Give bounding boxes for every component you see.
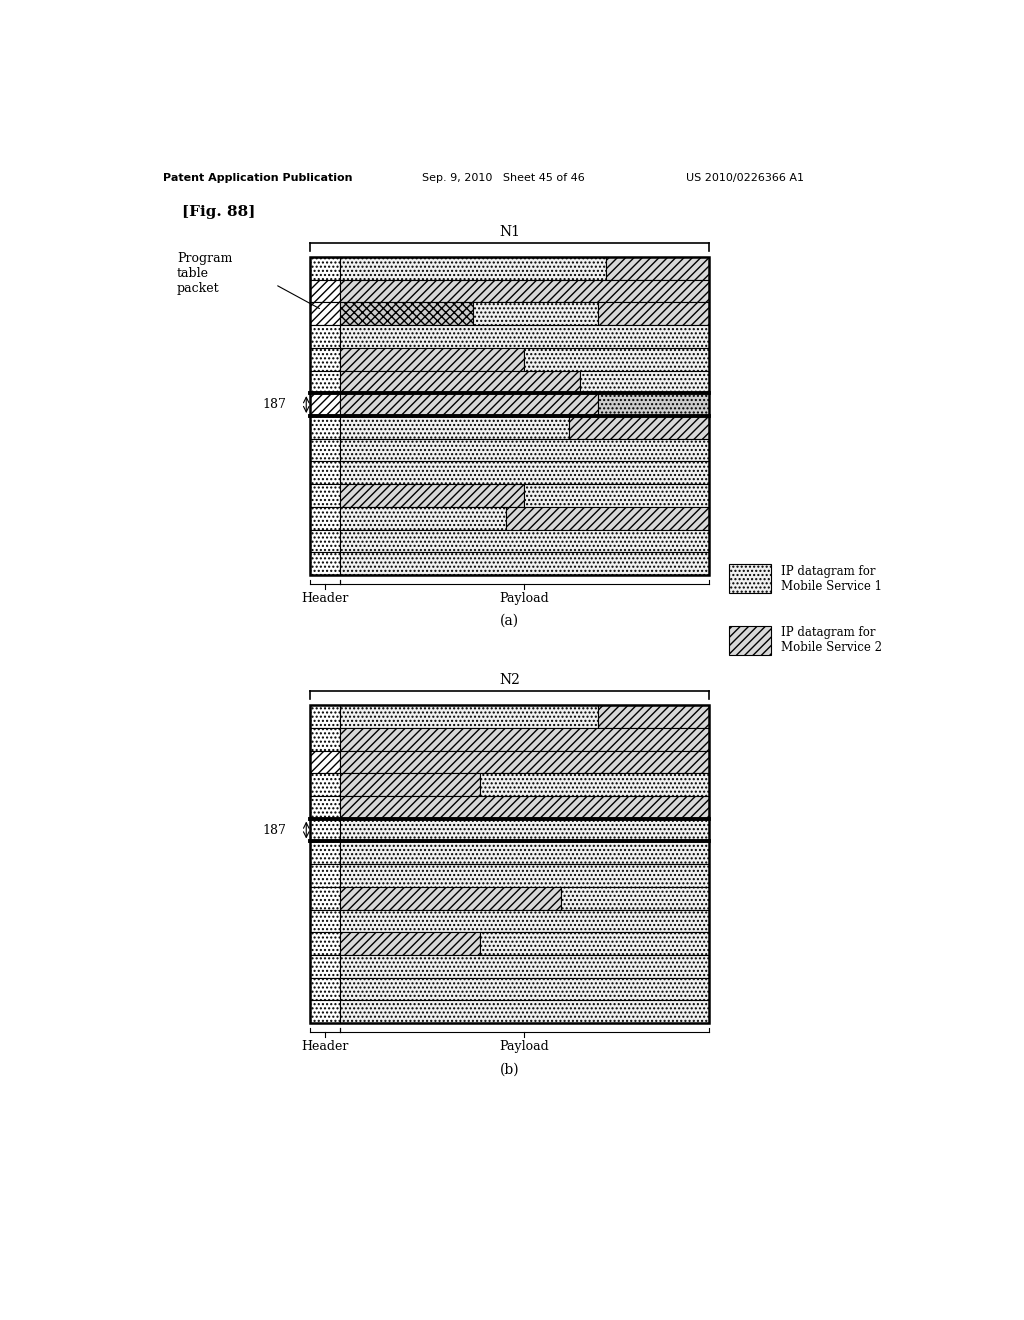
Bar (598, 705, 710, 727)
Bar (729, 564, 771, 594)
Bar (310, 774, 340, 796)
Bar (340, 552, 710, 576)
Bar (310, 796, 340, 818)
Bar (340, 371, 580, 393)
Bar (310, 371, 340, 393)
Bar (340, 507, 506, 529)
Text: Header: Header (301, 591, 348, 605)
Bar (310, 705, 710, 1023)
Text: Payload: Payload (500, 591, 549, 605)
Bar (340, 257, 606, 280)
Bar (598, 302, 710, 325)
Text: IP datagram for
Mobile Service 1: IP datagram for Mobile Service 1 (780, 565, 882, 593)
Bar (606, 257, 710, 280)
Bar (340, 841, 710, 865)
Bar (340, 529, 710, 552)
Bar (310, 462, 340, 484)
Bar (310, 552, 340, 576)
Bar (310, 325, 340, 348)
Bar (340, 909, 710, 932)
Bar (340, 280, 710, 302)
Bar (310, 348, 340, 371)
Bar (340, 302, 473, 325)
Bar (729, 626, 771, 655)
Bar (340, 348, 524, 371)
Bar (340, 705, 598, 727)
Bar (310, 954, 340, 978)
Text: (b): (b) (500, 1063, 519, 1076)
Bar (310, 484, 340, 507)
Text: Sep. 9, 2010   Sheet 45 of 46: Sep. 9, 2010 Sheet 45 of 46 (423, 173, 586, 182)
Bar (568, 416, 710, 438)
Bar (561, 887, 710, 909)
Bar (310, 705, 340, 727)
Bar (340, 796, 710, 818)
Text: 187: 187 (262, 399, 286, 411)
Bar (310, 909, 340, 932)
Text: Program
table
packet: Program table packet (177, 252, 232, 296)
Text: Patent Application Publication: Patent Application Publication (163, 173, 352, 182)
Bar (580, 371, 710, 393)
Bar (340, 462, 710, 484)
Text: [Fig. 88]: [Fig. 88] (182, 206, 256, 219)
Bar (340, 393, 598, 416)
Bar (340, 932, 480, 954)
Bar (524, 484, 710, 507)
Bar (340, 484, 524, 507)
Bar (310, 257, 710, 576)
Bar (310, 841, 340, 865)
Text: N2: N2 (500, 673, 520, 686)
Text: 187: 187 (262, 824, 286, 837)
Bar (310, 529, 340, 552)
Bar (340, 978, 710, 1001)
Text: N1: N1 (499, 224, 520, 239)
Bar (480, 932, 710, 954)
Bar (310, 727, 340, 751)
Text: IP datagram for
Mobile Service 2: IP datagram for Mobile Service 2 (780, 627, 882, 655)
Bar (340, 954, 710, 978)
Text: Header: Header (301, 1040, 348, 1053)
Bar (340, 1001, 710, 1023)
Text: (a): (a) (500, 614, 519, 628)
Bar (506, 507, 710, 529)
Bar (310, 393, 340, 416)
Bar (310, 887, 340, 909)
Bar (310, 818, 340, 841)
Text: US 2010/0226366 A1: US 2010/0226366 A1 (686, 173, 804, 182)
Bar (524, 348, 710, 371)
Bar (340, 416, 568, 438)
Bar (480, 774, 710, 796)
Bar (598, 393, 710, 416)
Bar (310, 978, 340, 1001)
Bar (340, 438, 710, 462)
Bar (340, 751, 710, 774)
Bar (310, 1001, 340, 1023)
Bar (473, 302, 598, 325)
Bar (340, 865, 710, 887)
Bar (340, 887, 561, 909)
Text: Payload: Payload (500, 1040, 549, 1053)
Bar (340, 774, 480, 796)
Bar (340, 818, 710, 841)
Bar (310, 257, 340, 280)
Bar (310, 280, 340, 302)
Bar (310, 751, 340, 774)
Bar (310, 302, 340, 325)
Bar (340, 727, 710, 751)
Bar (340, 325, 710, 348)
Bar (310, 865, 340, 887)
Bar (310, 438, 340, 462)
Bar (310, 416, 340, 438)
Bar (310, 932, 340, 954)
Bar (310, 507, 340, 529)
